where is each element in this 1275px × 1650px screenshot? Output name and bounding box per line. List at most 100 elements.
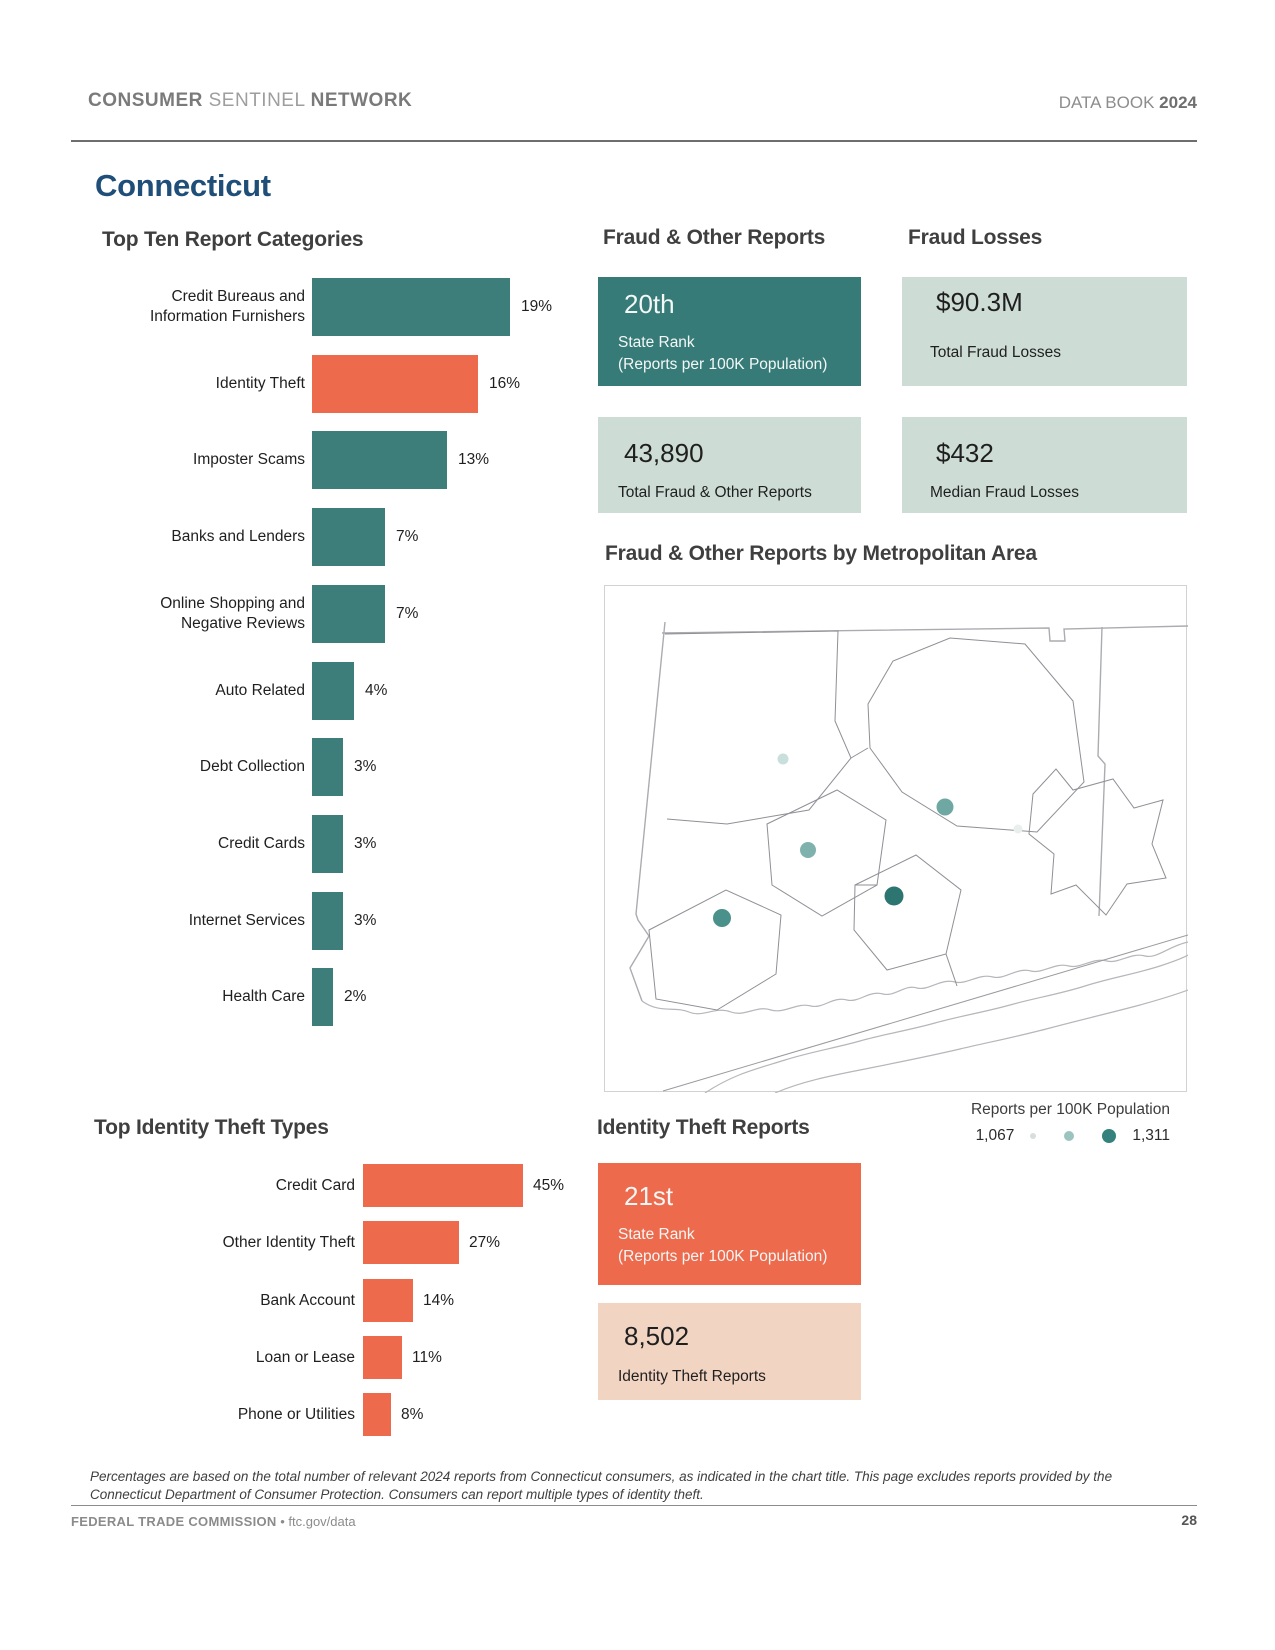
- bar-category-label: Other Identity Theft: [222, 1233, 355, 1251]
- fraud-rank-label-2: (Reports per 100K Population): [618, 356, 828, 373]
- fraud-rank-value: 20th: [624, 289, 675, 319]
- bar-value-label: 11%: [412, 1348, 442, 1366]
- metro-bubble: [884, 886, 904, 906]
- bar: [312, 431, 447, 489]
- legend-max-value: 1,311: [1132, 1127, 1170, 1144]
- fraud-total-card: 43,890 Total Fraud & Other Reports: [598, 417, 861, 513]
- databook-year: 2024: [1159, 93, 1197, 112]
- fraud-total-value: 43,890: [624, 438, 704, 468]
- fraud-rank-label-1: State Rank: [618, 334, 695, 351]
- idtheft-types-title: Top Identity Theft Types: [94, 1116, 329, 1139]
- bar: [312, 968, 333, 1026]
- bar: [312, 508, 385, 566]
- bar-value-label: 2%: [344, 988, 367, 1005]
- bar-value-label: 45%: [533, 1176, 565, 1194]
- footer-link[interactable]: ftc.gov/data: [288, 1514, 356, 1529]
- fraud-total-label: Total Fraud & Other Reports: [618, 484, 812, 501]
- idtheft-total-card: 8,502 Identity Theft Reports: [598, 1303, 861, 1400]
- losses-total-label: Total Fraud Losses: [930, 344, 1061, 361]
- identity-theft-heading: Identity Theft Reports: [597, 1116, 810, 1139]
- bar-category-label: Banks and Lenders: [171, 528, 305, 545]
- connecticut-map-outline: [629, 621, 1189, 1094]
- losses-total-card: $90.3M Total Fraud Losses: [902, 277, 1187, 386]
- bar-value-label: 14%: [423, 1291, 455, 1309]
- legend-dot: [1030, 1133, 1037, 1139]
- bar: [312, 815, 343, 873]
- losses-median-value: $432: [936, 438, 994, 468]
- map-legend-title: Reports per 100K Population: [970, 1101, 1170, 1118]
- legend-dot: [1064, 1131, 1075, 1141]
- bar-value-label: 4%: [365, 682, 388, 699]
- bar-value-label: 3%: [354, 758, 377, 775]
- bar-category-label: Credit Card: [275, 1176, 355, 1194]
- bar-category-label: Auto Related: [215, 682, 305, 699]
- brand-part: NETWORK: [310, 90, 413, 111]
- bar-category-label: Health Care: [222, 988, 305, 1005]
- bar-category-label: Debt Collection: [199, 758, 305, 775]
- bar-value-label: 16%: [489, 375, 521, 392]
- bar: [312, 738, 343, 796]
- bar-category-label: Imposter Scams: [193, 451, 305, 468]
- fraud-reports-heading: Fraud & Other Reports: [603, 226, 826, 249]
- metro-map-heading: Fraud & Other Reports by Metropolitan Ar…: [605, 542, 1037, 565]
- bar: [312, 662, 354, 720]
- legend-min-value: 1,067: [975, 1127, 1015, 1144]
- bar-value-label: 7%: [396, 528, 419, 545]
- bar-value-label: 7%: [396, 605, 419, 622]
- top-categories-title: Top Ten Report Categories: [102, 228, 364, 251]
- bar-value-label: 3%: [354, 835, 377, 852]
- metro-map: [604, 585, 1189, 1094]
- bar-category-label: Credit Bureaus and Information Furnisher…: [149, 288, 305, 325]
- bar-category-label: Loan or Lease: [255, 1348, 355, 1366]
- footnote: Percentages are based on the total numbe…: [90, 1469, 1113, 1502]
- bar: [363, 1393, 391, 1436]
- idtheft-rank-label-2: (Reports per 100K Population): [618, 1248, 828, 1265]
- metro-bubble: [777, 753, 789, 765]
- bar-value-label: 3%: [354, 912, 377, 929]
- losses-median-label: Median Fraud Losses: [930, 484, 1080, 501]
- bar: [363, 1221, 459, 1264]
- databook-header: DATA BOOK 2024: [1059, 93, 1197, 113]
- bar-value-label: 8%: [401, 1405, 424, 1423]
- brand-part: CONSUMER: [88, 90, 203, 111]
- metro-bubble: [936, 798, 954, 816]
- bar-category-label: Identity Theft: [215, 375, 305, 392]
- footer-rule: [71, 1505, 1197, 1506]
- fraud-losses-heading: Fraud Losses: [908, 226, 1043, 249]
- footer-separator: •: [280, 1514, 285, 1529]
- losses-total-value: $90.3M: [936, 287, 1023, 317]
- idtheft-rank-card: 21st State Rank (Reports per 100K Popula…: [598, 1163, 861, 1285]
- brand-header: CONSUMER SENTINEL NETWORK: [88, 90, 412, 112]
- bar-value-label: 13%: [458, 451, 490, 468]
- bar: [363, 1164, 523, 1207]
- bar-category-label: Internet Services: [188, 912, 305, 929]
- idtheft-rank-value: 21st: [624, 1181, 674, 1211]
- bar: [363, 1336, 402, 1379]
- bar-category-label: Bank Account: [260, 1291, 355, 1309]
- bar-value-label: 19%: [521, 298, 553, 315]
- losses-median-card: $432 Median Fraud Losses: [902, 417, 1187, 513]
- metro-bubble: [800, 842, 817, 859]
- header-rule: [71, 140, 1197, 142]
- legend-dot: [1102, 1129, 1117, 1143]
- map-legend: 1,067 1,311: [787, 1124, 1170, 1148]
- footer: FEDERAL TRADE COMMISSION • ftc.gov/data: [71, 1514, 356, 1529]
- bar-category-label: Credit Cards: [218, 835, 305, 852]
- brand-part: SENTINEL: [208, 90, 305, 111]
- idtheft-total-value: 8,502: [624, 1321, 690, 1351]
- databook-label: DATA BOOK: [1058, 93, 1155, 112]
- bar-category-label: Phone or Utilities: [237, 1405, 355, 1423]
- legend-bubble-scale: [1014, 1129, 1117, 1143]
- footer-org: FEDERAL TRADE COMMISSION: [71, 1514, 277, 1529]
- bar-category-label: Online Shopping and Negative Reviews: [160, 595, 305, 632]
- page-number: 28: [1181, 1512, 1197, 1528]
- metro-bubble: [713, 908, 732, 927]
- bar: [312, 892, 343, 950]
- fraud-rank-card: 20th State Rank (Reports per 100K Popula…: [598, 277, 861, 386]
- page-title: Connecticut: [95, 168, 271, 203]
- idtheft-rank-label-1: State Rank: [618, 1226, 695, 1243]
- bar: [363, 1279, 413, 1322]
- bar: [312, 585, 385, 643]
- bar: [312, 278, 510, 336]
